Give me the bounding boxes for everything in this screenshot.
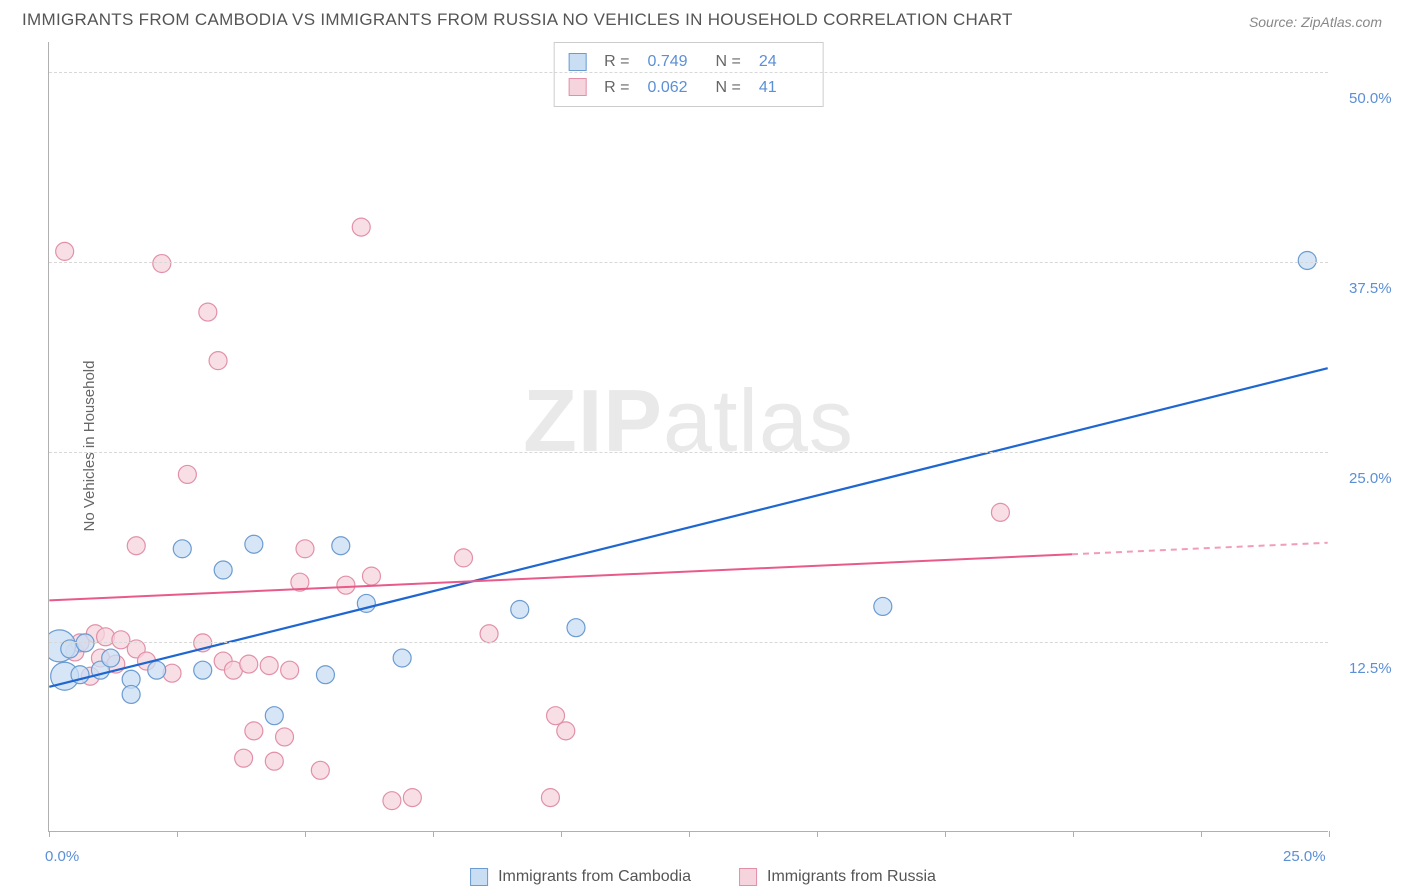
chart-svg xyxy=(49,42,1328,831)
plot-area: ZIPatlas R = 0.749 N = 24 R = 0.062 N = … xyxy=(48,42,1328,832)
y-tick-label: 37.5% xyxy=(1349,280,1392,297)
n-label: N = xyxy=(716,49,741,75)
chart-title: IMMIGRANTS FROM CAMBODIA VS IMMIGRANTS F… xyxy=(22,10,1013,30)
x-tick xyxy=(1073,831,1074,837)
r-value-cambodia: 0.749 xyxy=(648,49,698,75)
x-tick xyxy=(1201,831,1202,837)
x-tick xyxy=(817,831,818,837)
x-tick xyxy=(945,831,946,837)
swatch-russia xyxy=(568,78,586,96)
y-tick-label: 50.0% xyxy=(1349,90,1392,107)
legend-row-russia: R = 0.062 N = 41 xyxy=(568,75,809,101)
correlation-legend: R = 0.749 N = 24 R = 0.062 N = 41 xyxy=(553,42,824,107)
swatch-cambodia-icon xyxy=(470,868,488,886)
x-tick xyxy=(305,831,306,837)
swatch-russia-icon xyxy=(739,868,757,886)
source-attribution: Source: ZipAtlas.com xyxy=(1249,14,1382,30)
x-tick xyxy=(689,831,690,837)
legend-item-cambodia: Immigrants from Cambodia xyxy=(470,868,691,886)
gridline xyxy=(49,72,1328,73)
x-tick xyxy=(49,831,50,837)
r-label: R = xyxy=(604,49,629,75)
legend-label-russia: Immigrants from Russia xyxy=(767,868,936,886)
gridline xyxy=(49,262,1328,263)
x-tick-label: 25.0% xyxy=(1283,848,1326,865)
x-tick xyxy=(433,831,434,837)
legend-row-cambodia: R = 0.749 N = 24 xyxy=(568,49,809,75)
series-legend: Immigrants from Cambodia Immigrants from… xyxy=(470,868,936,886)
x-tick xyxy=(1329,831,1330,837)
legend-item-russia: Immigrants from Russia xyxy=(739,868,936,886)
gridline xyxy=(49,452,1328,453)
x-tick-label: 0.0% xyxy=(45,848,79,865)
y-tick-label: 12.5% xyxy=(1349,660,1392,677)
legend-label-cambodia: Immigrants from Cambodia xyxy=(498,868,691,886)
r-value-russia: 0.062 xyxy=(648,75,698,101)
y-tick-label: 25.0% xyxy=(1349,470,1392,487)
n-label: N = xyxy=(716,75,741,101)
n-value-cambodia: 24 xyxy=(759,49,809,75)
r-label: R = xyxy=(604,75,629,101)
watermark: ZIPatlas xyxy=(523,370,854,472)
x-tick xyxy=(177,831,178,837)
x-tick xyxy=(561,831,562,837)
swatch-cambodia xyxy=(568,53,586,71)
gridline xyxy=(49,642,1328,643)
n-value-russia: 41 xyxy=(759,75,809,101)
